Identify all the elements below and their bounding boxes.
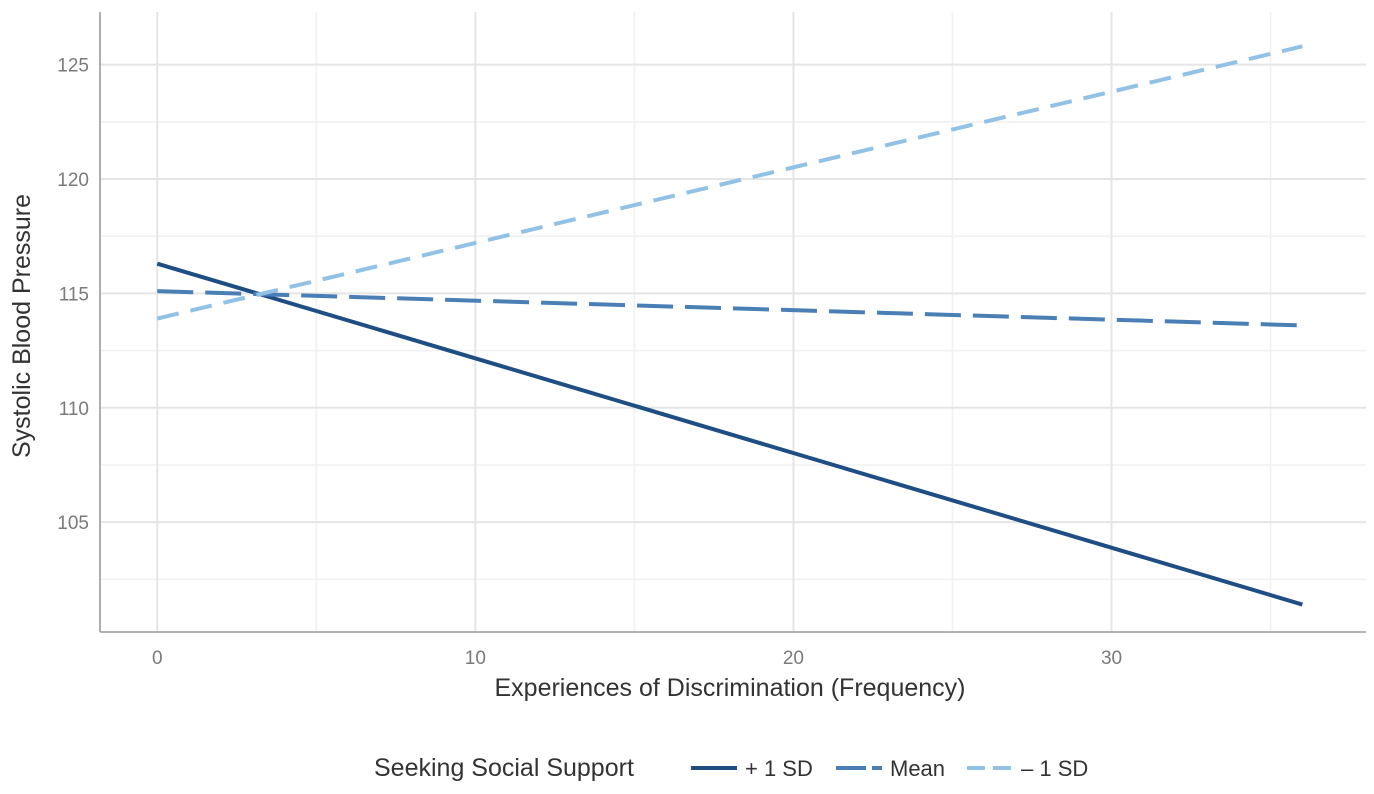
y-axis-title: Systolic Blood Pressure (8, 194, 36, 458)
legend-label-1: Mean (890, 756, 945, 781)
axes (99, 12, 1366, 633)
minor-gridlines (100, 12, 1366, 632)
x-tick-label: 20 (783, 648, 804, 669)
x-tick-label: 0 (152, 648, 163, 669)
y-tick-label: 125 (57, 56, 89, 77)
series-line-0 (156, 261, 1303, 607)
y-tick-label: 115 (59, 284, 89, 305)
x-tick-label: 30 (1101, 648, 1122, 669)
legend-label-2: – 1 SD (1021, 756, 1088, 781)
y-tick-label: 120 (57, 170, 89, 191)
series-line-2 (156, 44, 1303, 321)
major-gridlines (100, 12, 1366, 632)
series-lines (156, 44, 1303, 607)
legend: Seeking Social Support + 1 SD Mean – 1 SD (374, 754, 1088, 782)
y-tick-label: 110 (59, 399, 89, 420)
x-tick-label: 10 (465, 648, 486, 669)
legend-title: Seeking Social Support (374, 754, 634, 782)
x-axis-title: Experiences of Discrimination (Frequency… (494, 674, 965, 702)
legend-label-0: + 1 SD (745, 756, 813, 781)
series-line-1 (157, 289, 1303, 328)
y-tick-label: 105 (57, 513, 89, 534)
tick-labels: 0 10 20 30 105 110 115 120 125 (57, 56, 1122, 669)
